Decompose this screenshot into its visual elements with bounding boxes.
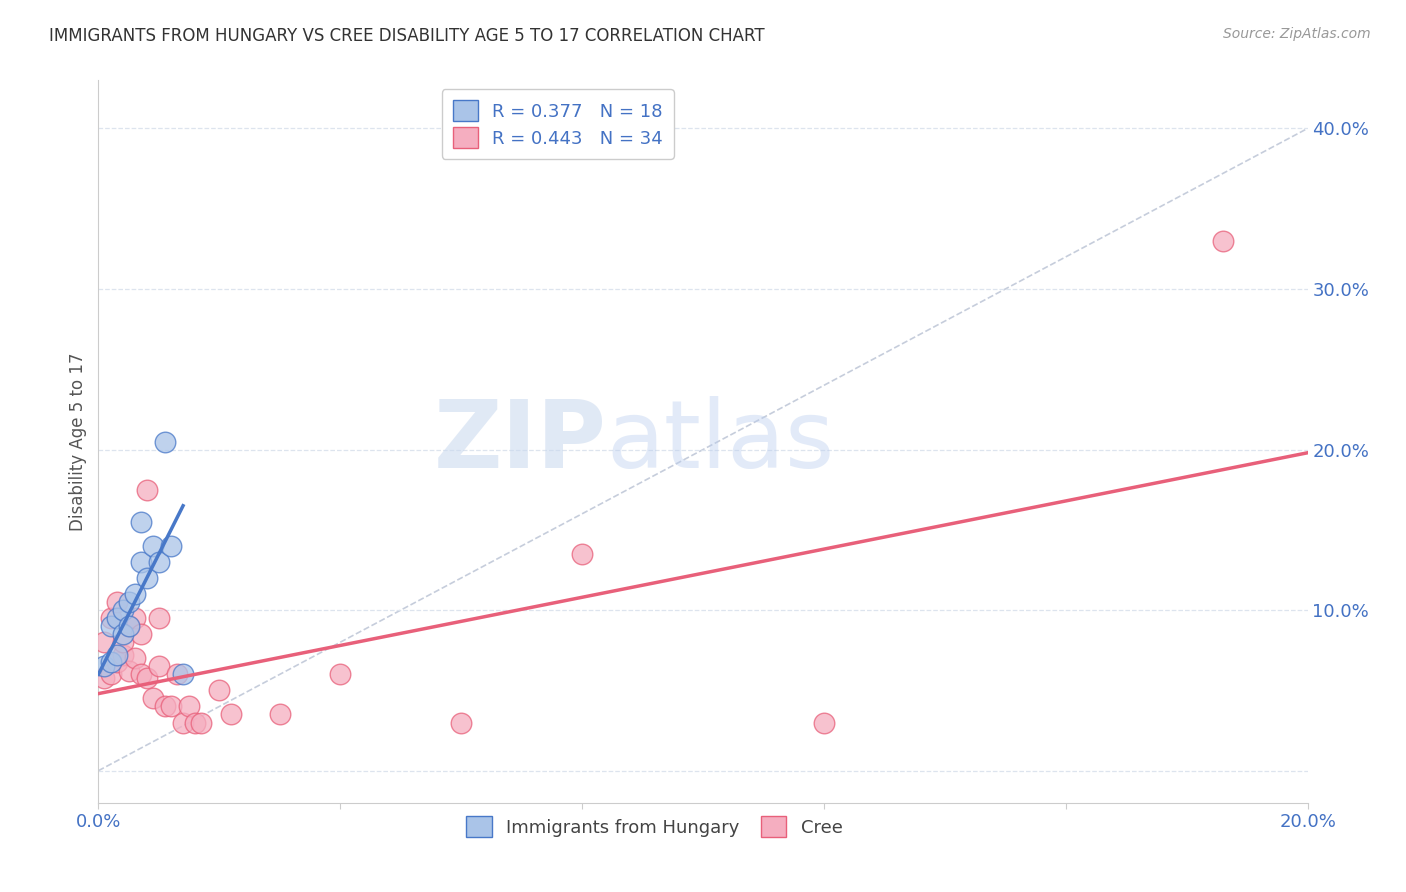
Point [129,627,152,641]
Point [813,715,835,730]
Point [148,611,170,625]
Point [105,611,128,625]
Text: Source: ZipAtlas.com: Source: ZipAtlas.com [1223,27,1371,41]
Point [148,555,170,569]
Point [118,619,141,633]
Text: atlas: atlas [606,395,835,488]
Point [184,715,207,730]
Point [93,671,115,685]
Point [450,715,472,730]
Point [100,611,122,625]
Point [105,595,128,609]
Point [329,667,352,681]
Point [179,699,201,714]
Point [118,619,141,633]
Point [100,655,122,669]
Point [100,667,122,681]
Point [129,515,152,529]
Point [111,627,134,641]
Point [105,655,128,669]
Point [190,715,212,730]
Point [124,611,146,625]
Point [135,483,157,497]
Point [160,699,183,714]
Text: ZIP: ZIP [433,395,606,488]
Point [166,667,188,681]
Point [111,648,134,662]
Point [129,555,152,569]
Point [571,547,593,561]
Point [135,671,157,685]
Point [153,434,176,449]
Point [93,659,115,673]
Y-axis label: Disability Age 5 to 17: Disability Age 5 to 17 [69,352,87,531]
Point [153,699,176,714]
Point [172,667,194,681]
Point [124,587,146,601]
Point [111,635,134,649]
Point [118,595,141,609]
Point [93,635,115,649]
Point [148,659,170,673]
Point [118,664,141,678]
Point [269,707,291,722]
Point [208,683,231,698]
Point [1212,234,1234,248]
Point [105,648,128,662]
Point [100,619,122,633]
Point [142,539,165,553]
Point [129,667,152,681]
Point [160,539,183,553]
Point [142,691,165,706]
Point [135,571,157,585]
Point [221,707,243,722]
Legend: Immigrants from Hungary, Cree: Immigrants from Hungary, Cree [460,809,851,845]
Text: IMMIGRANTS FROM HUNGARY VS CREE DISABILITY AGE 5 TO 17 CORRELATION CHART: IMMIGRANTS FROM HUNGARY VS CREE DISABILI… [49,27,765,45]
Point [124,651,146,665]
Point [172,715,194,730]
Point [111,603,134,617]
